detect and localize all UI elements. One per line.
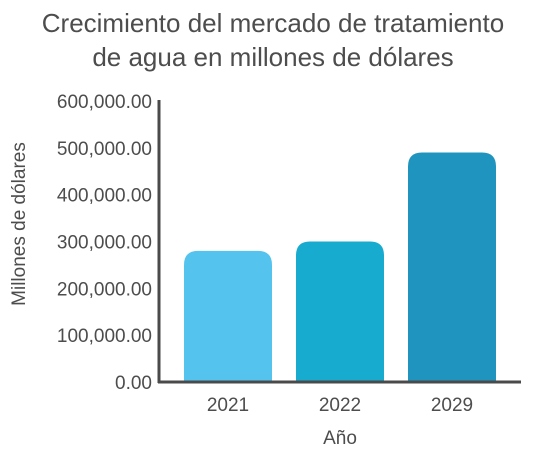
chart-title-line-2: de agua en millones de dólares [92, 42, 454, 72]
chart-title: Crecimiento del mercado de tratamiento d… [0, 6, 546, 74]
y-tick-label: 200,000.00 [57, 279, 152, 300]
chart-title-line-1: Crecimiento del mercado de tratamiento [41, 8, 505, 38]
bar-2029 [408, 152, 496, 382]
y-tick-label: 600,000.00 [57, 92, 152, 113]
y-axis-label: Millones de dólares [9, 142, 30, 306]
x-tick-label-2022: 2022 [319, 395, 361, 416]
bars [184, 152, 496, 382]
x-axis-ticks: 2021 2022 2029 [207, 395, 473, 416]
y-tick-label: 0.00 [115, 373, 152, 394]
y-axis-ticks: 0.00 100,000.00 200,000.00 300,000.00 400,00… [57, 92, 152, 394]
x-tick-label-2029: 2029 [431, 395, 473, 416]
bar-2022 [296, 241, 384, 382]
y-tick-label: 300,000.00 [57, 233, 152, 254]
y-tick-label: 400,000.00 [57, 186, 152, 207]
y-tick-label: 500,000.00 [57, 139, 152, 160]
y-tick-label: 100,000.00 [57, 326, 152, 347]
x-tick-label-2021: 2021 [207, 395, 249, 416]
bar-2021 [184, 250, 272, 382]
x-axis-label: Año [323, 428, 357, 449]
